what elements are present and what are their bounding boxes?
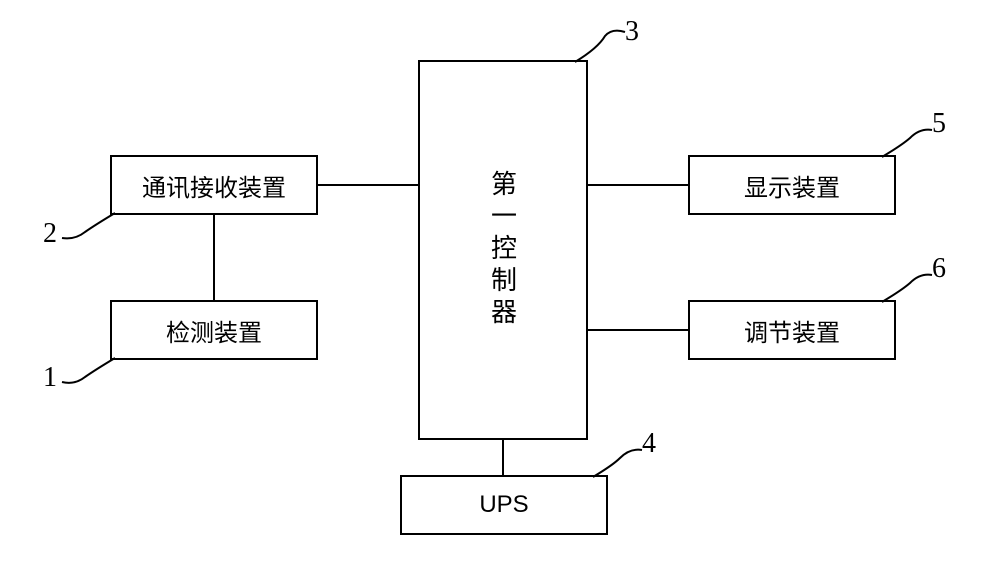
ups-label: UPS [479, 491, 528, 519]
detector-label: 检测装置 [166, 313, 262, 348]
controller-box: 第一控制器 [418, 60, 588, 440]
adjuster-box: 调节装置 [688, 300, 896, 360]
connector-controller-adjuster [588, 329, 688, 331]
callout-label-2: 2 [43, 218, 57, 250]
callout-label-1: 1 [43, 362, 57, 394]
callout-label-6: 6 [932, 253, 946, 285]
display-box: 显示装置 [688, 155, 896, 215]
connector-controller-display [588, 184, 688, 186]
comm-receiver-box: 通讯接收装置 [110, 155, 318, 215]
controller-label: 第一控制器 [485, 170, 522, 330]
comm-receiver-label: 通讯接收装置 [142, 168, 286, 203]
connector-comm-detector [213, 215, 215, 300]
adjuster-label: 调节装置 [744, 313, 840, 348]
connector-comm-controller [318, 184, 418, 186]
callout-label-3: 3 [625, 16, 639, 48]
detector-box: 检测装置 [110, 300, 318, 360]
callout-label-5: 5 [932, 108, 946, 140]
callout-label-4: 4 [642, 428, 656, 460]
ups-box: UPS [400, 475, 608, 535]
display-label: 显示装置 [744, 168, 840, 203]
connector-controller-ups [502, 440, 504, 475]
